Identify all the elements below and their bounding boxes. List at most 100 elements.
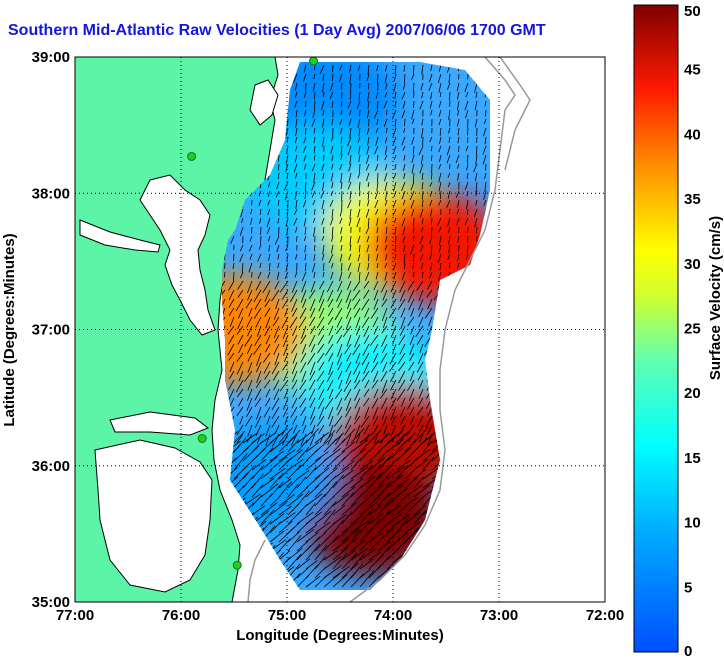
velocity-vector: [446, 154, 451, 164]
velocity-vector: [305, 262, 307, 272]
velocity-vector: [254, 397, 262, 407]
velocity-vector: [368, 217, 370, 228]
velocity-vector: [251, 494, 263, 507]
velocity-vector: [411, 208, 415, 217]
velocity-vector: [410, 370, 415, 382]
velocity-vector: [422, 456, 435, 471]
velocity-vector: [286, 226, 289, 236]
velocity-vector: [296, 518, 313, 534]
velocity-vector: [410, 325, 415, 335]
velocity-vector: [466, 253, 469, 260]
velocity-vector: [304, 109, 307, 116]
velocity-vector: [264, 370, 271, 380]
velocity-vector: [298, 388, 307, 400]
velocity-vector: [222, 280, 226, 291]
velocity-vector: [358, 127, 361, 137]
velocity-vector: [348, 271, 352, 279]
velocity-vector: [335, 289, 343, 302]
velocity-vector: [278, 466, 293, 480]
velocity-vector: [402, 235, 406, 243]
y-tick-label: 36:00: [32, 458, 70, 475]
velocity-vector: [328, 424, 334, 438]
velocity-vector: [250, 208, 253, 215]
velocity-vector: [266, 415, 271, 425]
velocity-vector: [363, 334, 370, 345]
velocity-vector: [349, 190, 352, 200]
velocity-vector: [308, 388, 316, 401]
velocity-vector: [341, 537, 358, 552]
velocity-vector: [415, 325, 424, 338]
velocity-vector: [419, 253, 424, 261]
velocity-vector: [311, 163, 316, 172]
velocity-vector: [296, 528, 315, 543]
velocity-vector: [402, 100, 406, 109]
velocity-vector: [341, 441, 356, 453]
velocity-vector: [439, 244, 442, 252]
velocity-vector: [265, 433, 271, 446]
velocity-vector: [464, 82, 469, 93]
velocity-vector: [278, 154, 280, 162]
velocity-vector: [347, 145, 352, 156]
velocity-vector: [473, 208, 478, 218]
velocity-vector: [317, 352, 325, 364]
velocity-vector: [394, 91, 397, 100]
velocity-vector: [312, 109, 316, 119]
velocity-vector: [314, 208, 316, 215]
velocity-vector: [260, 469, 273, 480]
velocity-vector: [390, 325, 397, 338]
velocity-vector: [229, 370, 235, 380]
velocity-vector: [381, 379, 388, 393]
velocity-vector: [402, 208, 406, 216]
velocity-vector: [275, 298, 280, 310]
velocity-vector: [316, 370, 325, 382]
velocity-vector: [376, 253, 379, 261]
velocity-vector: [416, 280, 424, 291]
velocity-vector: [395, 447, 412, 462]
velocity-vector: [300, 334, 307, 345]
velocity-vector: [277, 253, 280, 260]
velocity-vector: [370, 361, 379, 373]
velocity-vector: [304, 226, 307, 235]
velocity-vector: [277, 172, 280, 180]
velocity-vector: [239, 244, 244, 252]
velocity-vector: [330, 172, 334, 182]
velocity-vector: [402, 82, 406, 90]
velocity-vector: [251, 226, 253, 234]
velocity-vector: [401, 217, 406, 227]
velocity-vector: [349, 208, 352, 219]
velocity-vector: [375, 271, 379, 280]
velocity-vector: [271, 406, 280, 419]
velocity-vector: [314, 567, 326, 579]
velocity-vector: [349, 109, 352, 116]
velocity-vector: [314, 544, 328, 561]
velocity-vector: [437, 217, 442, 226]
colorbar-tick-label: 25: [684, 321, 701, 338]
velocity-vector: [386, 549, 399, 561]
velocity-vector: [322, 118, 325, 128]
velocity-vector: [368, 491, 384, 507]
velocity-vector: [253, 343, 262, 355]
velocity-vector: [274, 235, 280, 245]
velocity-vector: [242, 438, 258, 453]
velocity-vector: [317, 343, 325, 354]
velocity-vector: [257, 253, 262, 262]
velocity-vector: [287, 118, 289, 127]
velocity-vector: [313, 172, 316, 183]
velocity-vector: [357, 253, 361, 262]
velocity-vector: [307, 352, 316, 365]
velocity-vector: [295, 109, 298, 118]
velocity-vector: [245, 415, 253, 427]
velocity-vector: [358, 154, 361, 162]
velocity-vector: [404, 521, 421, 534]
velocity-vector: [336, 352, 343, 366]
velocity-vector: [223, 271, 226, 278]
velocity-vector: [269, 521, 282, 534]
velocity-vector: [359, 548, 376, 561]
velocity-vector: [319, 64, 325, 75]
velocity-vector: [299, 361, 307, 373]
velocity-vector: [256, 361, 262, 373]
velocity-vector: [419, 235, 424, 245]
velocity-vector: [485, 109, 487, 117]
velocity-vector: [284, 352, 289, 362]
velocity-vector: [344, 424, 352, 436]
